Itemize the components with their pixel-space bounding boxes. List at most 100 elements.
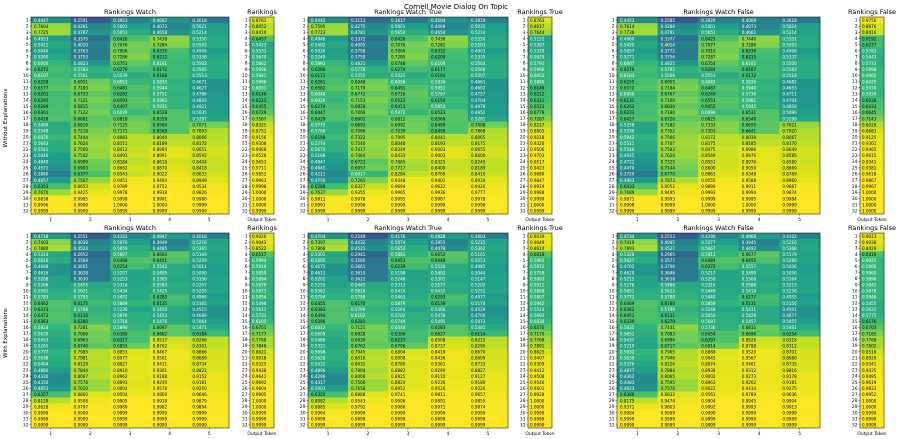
cell-value-label: 0.5890 bbox=[530, 79, 545, 84]
heatmap-cell bbox=[308, 121, 349, 129]
heatmap-cell bbox=[348, 189, 389, 196]
cell-value-label: 0.8068 bbox=[351, 374, 366, 379]
heatmap-cell bbox=[110, 287, 151, 295]
y-tick-label: 6 bbox=[855, 48, 858, 54]
cell-value-label: 0.4504 bbox=[431, 18, 446, 23]
cell-value-label: 0.9801 bbox=[530, 386, 545, 391]
cell-value-label: 0.6416 bbox=[862, 252, 877, 257]
heatmap-cell bbox=[388, 127, 429, 135]
heatmap-cell bbox=[31, 195, 71, 202]
y-tick-label: 13 bbox=[300, 307, 306, 313]
cell-value-label: 0.9419 bbox=[431, 350, 446, 355]
heatmap-cell bbox=[149, 189, 190, 196]
cell-value-label: 0.6481 bbox=[113, 86, 128, 91]
y-tick-label: 16 bbox=[242, 110, 248, 116]
cell-value-label: 0.8585 bbox=[782, 153, 797, 158]
y-tick-label: 11 bbox=[23, 79, 29, 85]
y-tick-label: 21 bbox=[242, 141, 248, 147]
cell-value-label: 0.9468 bbox=[252, 147, 267, 152]
heatmap-cell bbox=[250, 257, 275, 264]
cell-value-label: 0.9911 bbox=[742, 184, 757, 189]
cell-value-label: 0.5214 bbox=[782, 30, 797, 35]
heatmap-cell bbox=[528, 103, 553, 110]
y-tick-label: 27 bbox=[242, 392, 248, 398]
cell-value-label: 0.5630 bbox=[34, 331, 49, 336]
cell-value-label: 0.6272 bbox=[34, 67, 49, 72]
y-tick-label: 25 bbox=[242, 165, 248, 171]
heatmap-cell bbox=[70, 84, 111, 92]
x-tick-label: 5 bbox=[798, 431, 801, 437]
heatmap-cell bbox=[149, 103, 190, 110]
cell-value-label: 0.6180 bbox=[661, 301, 676, 306]
y-tick-label: 32 bbox=[609, 422, 615, 428]
heatmap-cell bbox=[528, 293, 553, 301]
cell-value-label: 0.5215 bbox=[620, 276, 635, 281]
y-tick-label: 3 bbox=[26, 30, 29, 36]
heatmap-cell bbox=[250, 360, 275, 368]
cell-value-label: 0.9904 bbox=[782, 398, 797, 403]
cell-value-label: 0.6955 bbox=[661, 79, 676, 84]
cell-value-label: 0.9401 bbox=[431, 178, 446, 183]
heatmap-cell bbox=[617, 127, 658, 135]
heatmap-cell bbox=[189, 127, 230, 135]
cell-value-label: 0.8662 bbox=[113, 166, 128, 171]
heatmap-cell bbox=[698, 397, 740, 404]
cell-value-label: 0.6279 bbox=[661, 319, 676, 324]
heatmap-cell bbox=[428, 29, 469, 36]
cell-value-label: 0.9013 bbox=[862, 234, 877, 239]
cell-value-label: 0.5565 bbox=[192, 67, 207, 72]
heatmap-cell bbox=[698, 84, 740, 92]
y-tick-label: 8 bbox=[855, 61, 858, 67]
heatmap-cell bbox=[189, 318, 230, 325]
cell-value-label: 0.5351 bbox=[782, 36, 797, 41]
heatmap-cell bbox=[428, 336, 469, 343]
cell-value-label: 0.5024 bbox=[782, 24, 797, 29]
heatmap-cell bbox=[528, 97, 553, 104]
heatmap-cell bbox=[468, 312, 509, 319]
cell-value-label: 0.8670 bbox=[471, 350, 486, 355]
y-tick-label: 6 bbox=[612, 264, 615, 270]
heatmap-cell bbox=[250, 275, 275, 283]
heatmap-cell bbox=[250, 195, 275, 202]
y-tick-label: 1 bbox=[855, 18, 858, 24]
y-tick-label: 21 bbox=[520, 355, 526, 361]
heatmap-cell bbox=[860, 29, 885, 36]
heatmap-cell bbox=[698, 146, 740, 153]
cell-value-label: 0.7560 bbox=[351, 380, 366, 385]
panel-without-explanations-rankings-true: Rankings True0.87630.80170.76440.51520.5… bbox=[517, 8, 563, 223]
heatmap-cell bbox=[149, 195, 190, 202]
cell-value-label: 0.8888 bbox=[351, 392, 366, 397]
heatmap-cell bbox=[189, 385, 230, 392]
cell-value-label: 0.7846 bbox=[252, 343, 267, 348]
heatmap-cell bbox=[698, 189, 740, 196]
cell-value-label: 0.9999 bbox=[391, 410, 406, 415]
y-tick-label: 25 bbox=[242, 380, 248, 386]
heatmap-cell bbox=[31, 66, 71, 73]
y-tick-label: 27 bbox=[852, 178, 858, 184]
y-tick-label: 5 bbox=[523, 258, 526, 264]
cell-value-label: 0.5897 bbox=[113, 252, 128, 257]
cell-value-label: 0.7403 bbox=[34, 240, 49, 245]
heatmap-cell bbox=[110, 415, 151, 423]
cell-value-label: 0.7008 bbox=[471, 122, 486, 127]
cell-value-label: 0.7100 bbox=[661, 98, 676, 103]
heatmap-cell bbox=[110, 17, 151, 24]
y-tick-label: 4 bbox=[855, 36, 858, 42]
cell-value-label: 0.9978 bbox=[471, 196, 486, 201]
cell-value-label: 0.8780 bbox=[391, 362, 406, 367]
heatmap-cell bbox=[149, 109, 190, 116]
cell-value-label: 0.6429 bbox=[311, 116, 326, 121]
y-tick-label: 24 bbox=[242, 159, 248, 165]
heatmap-cell bbox=[860, 373, 885, 380]
cell-value-label: 0.5432 bbox=[431, 289, 446, 294]
heatmap-cell bbox=[31, 146, 71, 153]
cell-value-label: 0.9018 bbox=[252, 356, 267, 361]
cell-value-label: 0.4521 bbox=[351, 246, 366, 251]
cell-value-label: 0.8680 bbox=[782, 356, 797, 361]
cell-value-label: 0.5026 bbox=[311, 49, 326, 54]
heatmap-cell bbox=[189, 201, 230, 209]
cell-value-label: 0.5198 bbox=[391, 270, 406, 275]
heatmap-cell bbox=[738, 207, 780, 215]
heatmap-cell bbox=[779, 409, 821, 417]
y-tick-label: 14 bbox=[23, 313, 29, 319]
